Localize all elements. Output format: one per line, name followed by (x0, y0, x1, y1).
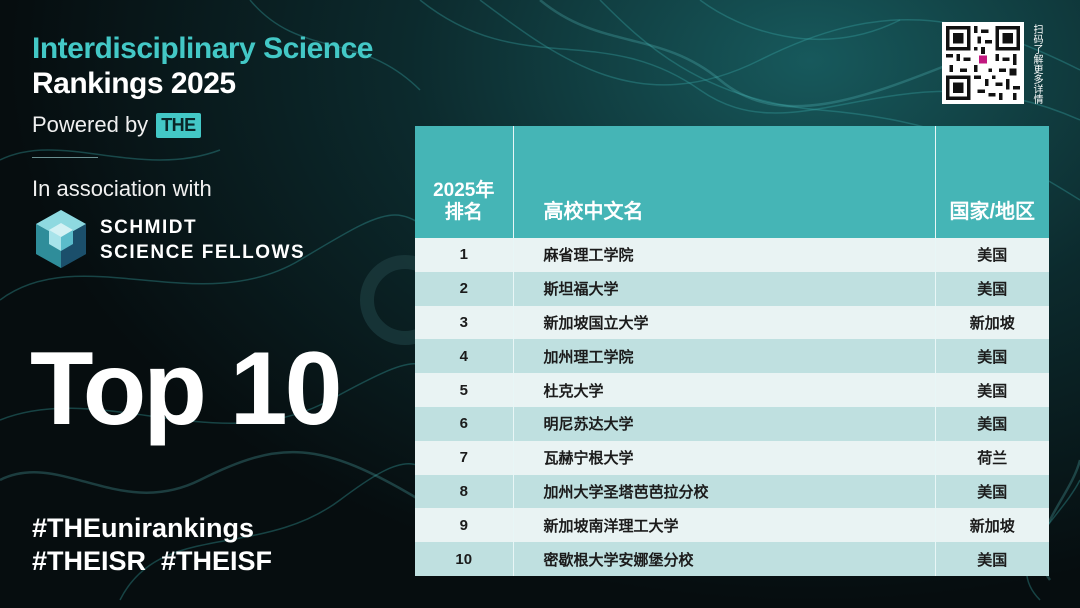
schmidt-logo: SCHMIDT SCIENCE FELLOWS (32, 208, 305, 272)
rank-cell: 10 (415, 542, 513, 576)
rank-cell: 8 (415, 474, 513, 509)
header-rank-line2: 排名 (444, 202, 483, 223)
qr-code[interactable] (942, 22, 1024, 104)
name-cell: 明尼苏达大学 (512, 406, 935, 441)
name-cell: 加州大学圣塔芭芭拉分校 (512, 474, 935, 509)
table-row: 3 新加坡国立大学 新加坡 (415, 305, 1049, 340)
name-cell: 加州理工学院 (512, 339, 935, 374)
rank-cell: 4 (415, 339, 513, 374)
country-cell: 美国 (934, 373, 1049, 407)
rank-cell: 6 (415, 406, 513, 441)
powered-by-label: Powered by (32, 112, 149, 137)
partner-line2: SCIENCE FELLOWS (100, 242, 306, 263)
name-cell: 杜克大学 (512, 373, 935, 407)
country-cell: 美国 (934, 474, 1049, 509)
table-row: 2 斯坦福大学 美国 (415, 271, 1049, 306)
rank-cell: 9 (415, 508, 513, 543)
rank-cell: 7 (415, 440, 513, 475)
country-cell: 荷兰 (934, 440, 1049, 475)
table-row: 6 明尼苏达大学 美国 (415, 406, 1049, 441)
hashtag-line2: #THEISR #THEISF (32, 546, 273, 576)
header-name: 高校中文名 (512, 126, 935, 238)
header-rank: 2025年 排名 (415, 126, 513, 238)
powered-by: Powered by THE (32, 112, 201, 138)
title-line1: Interdisciplinary Science (32, 32, 373, 65)
country-cell: 美国 (934, 406, 1049, 441)
cube-logo-icon (36, 210, 86, 268)
hashtags: #THEunirankings #THEISR #THEISF (32, 512, 272, 578)
rank-cell: 3 (415, 305, 513, 340)
table-row: 9 新加坡南洋理工大学 新加坡 (415, 508, 1049, 543)
table-row: 1 麻省理工学院 美国 (415, 238, 1049, 272)
rank-cell: 5 (415, 373, 513, 407)
header-country: 国家/地区 (934, 126, 1049, 238)
table-row: 7 瓦赫宁根大学 荷兰 (415, 440, 1049, 475)
rank-cell: 1 (415, 238, 513, 272)
name-cell: 斯坦福大学 (512, 271, 935, 306)
table-row: 4 加州理工学院 美国 (415, 339, 1049, 374)
country-cell: 美国 (934, 339, 1049, 374)
country-cell: 美国 (934, 271, 1049, 306)
divider (32, 157, 98, 158)
country-cell: 新加坡 (934, 305, 1049, 340)
rankings-table: 2025年 排名 高校中文名 国家/地区 1 麻省理工学院 美国 2 斯坦福大学… (415, 126, 1049, 576)
table-row: 10 密歇根大学安娜堡分校 美国 (415, 542, 1049, 576)
qr-caption: 扫码了解更多详情 (1031, 24, 1042, 104)
the-logo: THE (156, 112, 201, 138)
country-cell: 新加坡 (934, 508, 1049, 543)
headline-top10: Top 10 (30, 331, 342, 447)
name-cell: 瓦赫宁根大学 (512, 440, 935, 475)
rank-cell: 2 (415, 271, 513, 306)
title-line2: Rankings 2025 (32, 67, 236, 100)
qr-code-icon (946, 26, 1020, 100)
name-cell: 新加坡南洋理工大学 (512, 508, 935, 543)
hashtag-line1: #THEunirankings (32, 513, 255, 543)
association-label: In association with (32, 176, 212, 201)
table-row: 5 杜克大学 美国 (415, 373, 1049, 407)
table-header-row: 2025年 排名 高校中文名 国家/地区 (415, 126, 1049, 238)
country-cell: 美国 (934, 542, 1049, 576)
partner-line1: SCHMIDT (100, 217, 198, 238)
table-row: 8 加州大学圣塔芭芭拉分校 美国 (415, 474, 1049, 509)
header-rank-line1: 2025年 (433, 180, 495, 201)
name-cell: 新加坡国立大学 (512, 305, 935, 340)
name-cell: 密歇根大学安娜堡分校 (512, 542, 935, 576)
country-cell: 美国 (934, 238, 1049, 272)
name-cell: 麻省理工学院 (512, 238, 935, 272)
